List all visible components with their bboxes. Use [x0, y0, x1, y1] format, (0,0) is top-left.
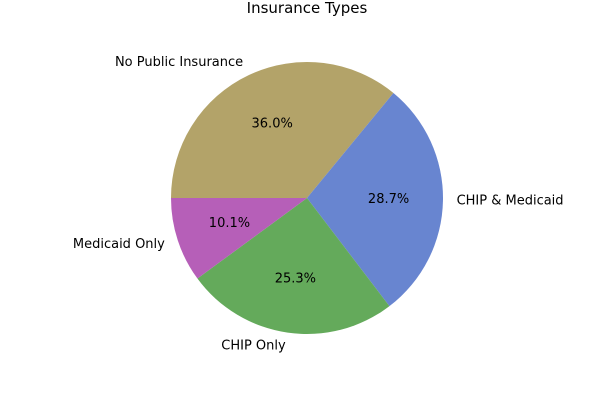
- pie-slices: [171, 61, 443, 334]
- pie-slice-chip-medicaid: [307, 93, 443, 307]
- pie-category-label-medicaid-only: Medicaid Only: [73, 237, 165, 252]
- pie-pct-label-chip-only: 25.3%: [275, 271, 316, 286]
- pie-category-label-no-public-insurance: No Public Insurance: [115, 55, 243, 70]
- pie-category-label-chip-medicaid: CHIP & Medicaid: [457, 193, 564, 208]
- pie-category-label-chip-only: CHIP Only: [221, 339, 286, 354]
- pie-slice-chip-only: [197, 198, 390, 334]
- pie-pct-label-medicaid-only: 10.1%: [209, 216, 250, 231]
- pie-pct-label-chip-medicaid: 28.7%: [368, 192, 409, 207]
- pie-pct-label-no-public-insurance: 36.0%: [252, 117, 293, 132]
- pie-slice-no-public-insurance: [171, 61, 394, 198]
- chart-title: Insurance Types: [247, 0, 368, 17]
- pie-slice-medicaid-only: [171, 198, 307, 279]
- pie-labels: 36.0% No Public Insurance 28.7% CHIP & Medi…: [73, 55, 564, 353]
